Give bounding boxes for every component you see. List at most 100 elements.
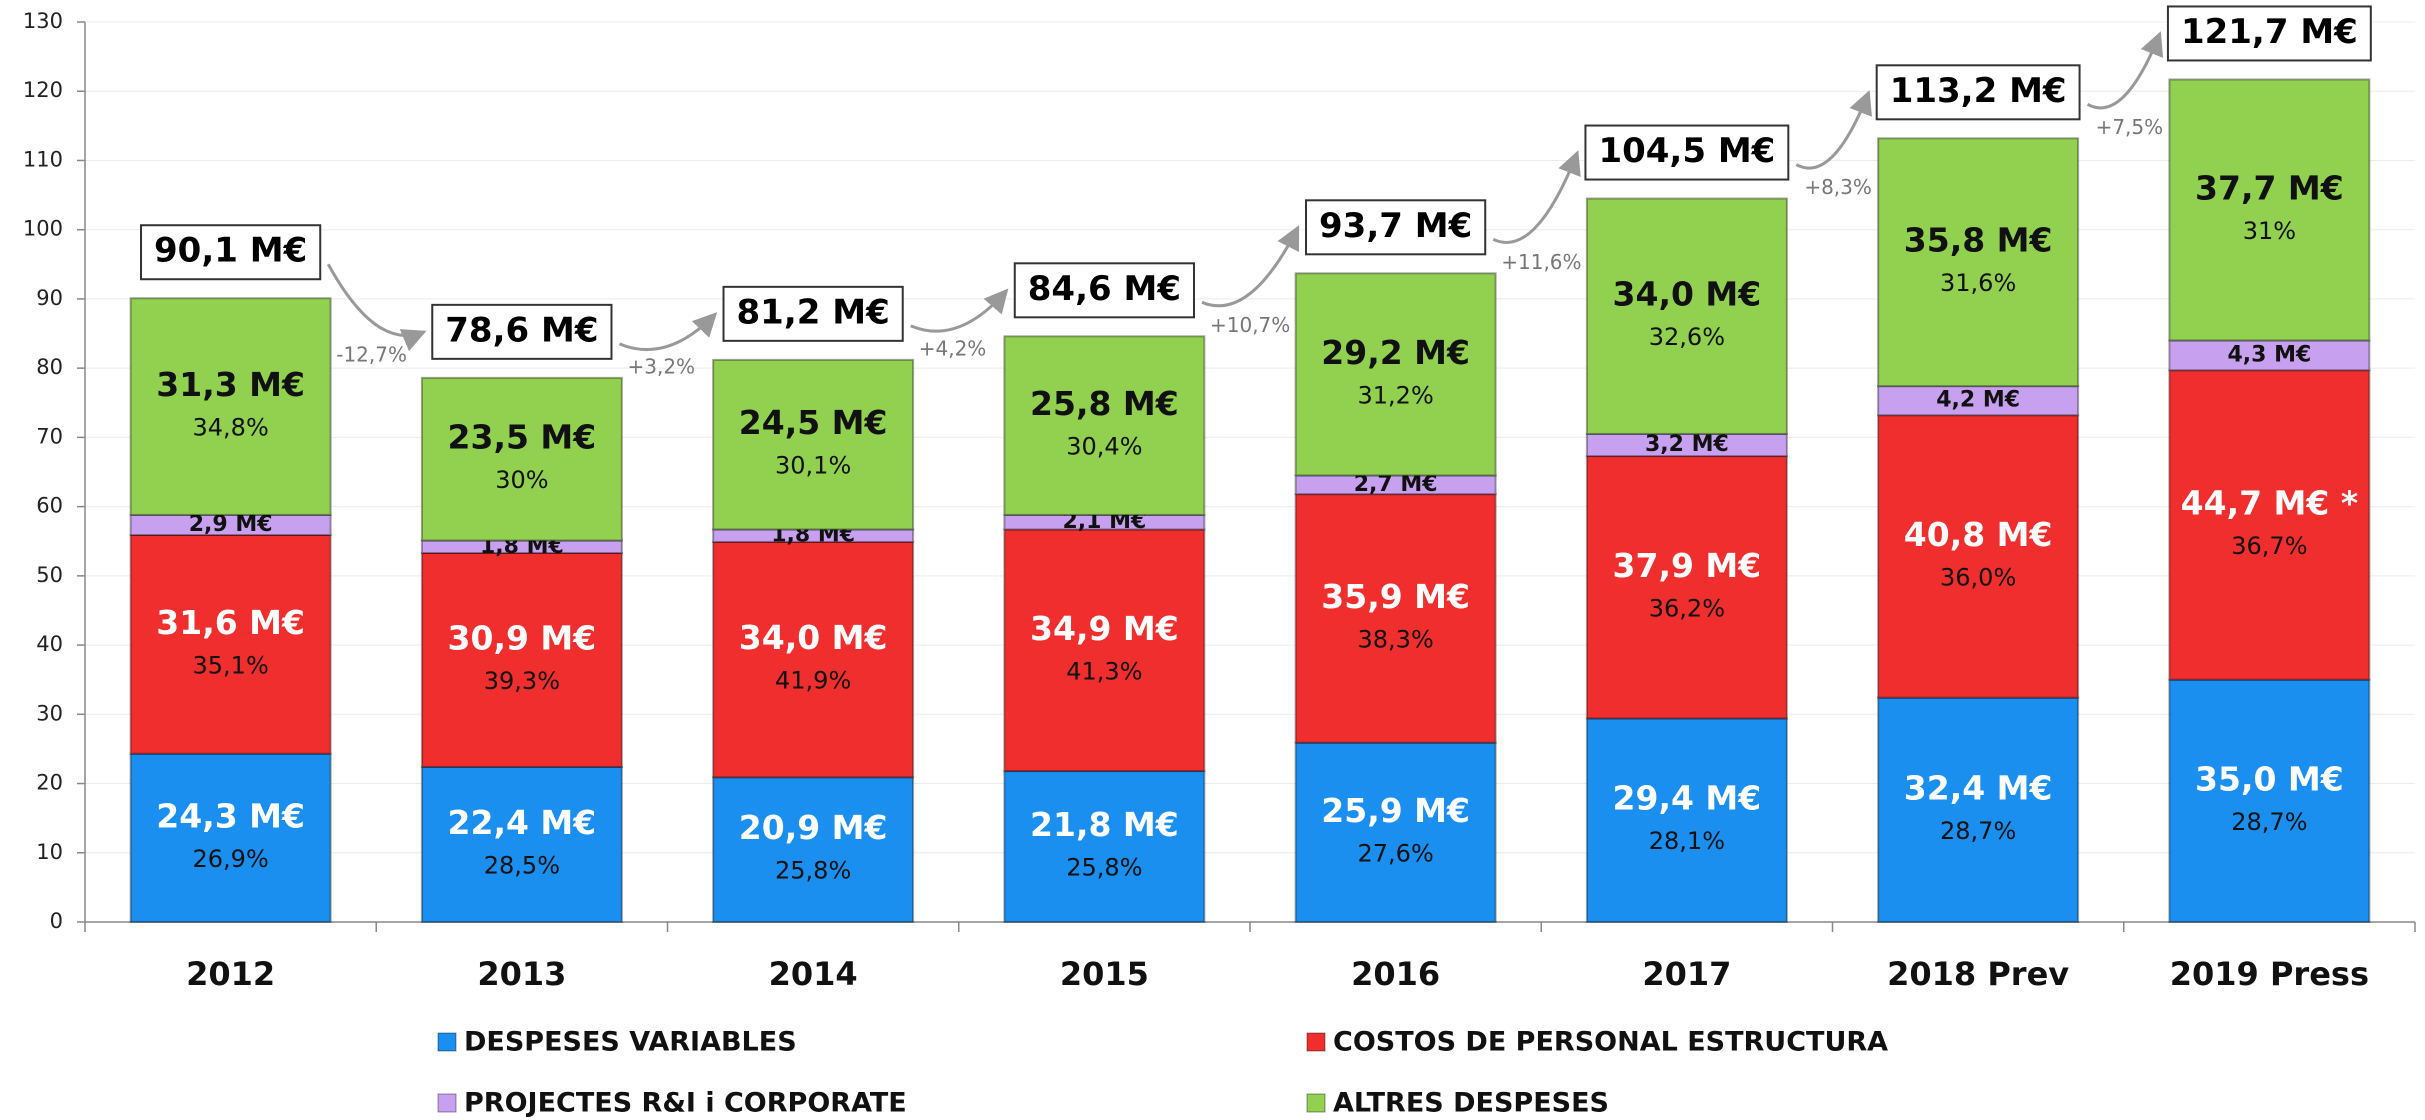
- x-tick-label: 2019 Press: [2170, 955, 2369, 993]
- growth-arrow: [1201, 225, 1300, 308]
- x-tick-label: 2016: [1351, 955, 1440, 993]
- legend-swatch: [437, 1093, 457, 1113]
- growth-label: +11,6%: [1501, 250, 1581, 274]
- value-label: 29,4 M€: [1613, 779, 1762, 818]
- growth-label: +3,2%: [627, 354, 695, 378]
- total-label: 81,2 M€: [737, 292, 890, 332]
- percent-label: 41,3%: [1066, 657, 1142, 685]
- percent-label: 36,7%: [2231, 532, 2307, 560]
- bar-segment: [1877, 696, 2080, 924]
- bar-segment: [1294, 272, 1497, 477]
- y-tick-label: 70: [36, 424, 63, 448]
- growth-label: +10,7%: [1210, 313, 1290, 337]
- value-label: 25,9 M€: [1321, 791, 1470, 830]
- bar-segment: [712, 776, 915, 923]
- percent-label: 30,4%: [1066, 433, 1142, 461]
- value-label: 44,7 M€ *: [2181, 483, 2358, 522]
- value-label: 34,0 M€: [1613, 275, 1762, 314]
- y-tick-label: 50: [36, 563, 63, 587]
- x-tick-label: 2018 Prev: [1887, 955, 2069, 993]
- bar-segment: [2168, 678, 2371, 924]
- bar-segment: [1294, 474, 1497, 496]
- legend-swatch: [1306, 1093, 1326, 1113]
- percent-label: 31%: [2243, 217, 2296, 245]
- percent-label: 27,6%: [1358, 839, 1434, 867]
- growth-arrow: [326, 263, 427, 352]
- value-label: 25,8 M€: [1030, 384, 1179, 423]
- value-label: 31,3 M€: [156, 365, 305, 404]
- bar-segment: [2168, 339, 2371, 372]
- x-tick-label: 2017: [1642, 955, 1731, 993]
- total-label: 78,6 M€: [445, 310, 598, 350]
- x-tick-label: 2014: [769, 955, 858, 993]
- percent-label: 39,3%: [484, 667, 560, 695]
- legend-label: ALTRES DESPESES: [1333, 1088, 1609, 1119]
- legend-label: COSTOS DE PERSONAL ESTRUCTURA: [1333, 1027, 1888, 1058]
- x-tick-label: 2012: [186, 955, 275, 993]
- value-label: 24,3 M€: [156, 796, 305, 835]
- percent-label: 25,8%: [1066, 854, 1142, 882]
- bar-segment: [712, 358, 915, 531]
- bar-segment: [1877, 137, 2080, 388]
- value-label: 35,9 M€: [1321, 577, 1470, 616]
- percent-label: 28,5%: [484, 851, 560, 879]
- total-box: [1305, 199, 1487, 256]
- total-box: [722, 285, 904, 342]
- percent-label: 26,9%: [193, 845, 269, 873]
- value-label: 2,9 M€: [189, 512, 273, 537]
- y-tick-label: 90: [36, 286, 63, 310]
- growth-arrow: [1795, 90, 1872, 170]
- y-tick-label: 0: [50, 909, 63, 933]
- bar-segment: [1877, 385, 2080, 417]
- growth-label: -12,7%: [336, 342, 407, 366]
- x-tick-label: 2015: [1060, 955, 1149, 993]
- value-label: 4,3 M€: [2227, 342, 2311, 367]
- bar-segment: [1003, 770, 1206, 923]
- growth-arrow: [910, 288, 1009, 333]
- bar-segment: [1877, 414, 2080, 699]
- bar-segment: [1294, 493, 1497, 744]
- value-label: 35,8 M€: [1904, 221, 2053, 260]
- value-label: 21,8 M€: [1030, 805, 1179, 844]
- bar-segment: [1003, 335, 1206, 516]
- y-tick-label: 40: [36, 632, 63, 656]
- total-box: [2166, 5, 2372, 62]
- y-tick-label: 30: [36, 701, 63, 725]
- y-tick-label: 60: [36, 494, 63, 518]
- value-label: 29,2 M€: [1321, 333, 1470, 372]
- total-label: 84,6 M€: [1028, 269, 1181, 309]
- total-box: [140, 224, 322, 281]
- percent-label: 36,2%: [1649, 594, 1725, 622]
- value-label: 3,2 M€: [1645, 432, 1729, 457]
- y-tick-label: 80: [36, 355, 63, 379]
- y-tick-label: 130: [23, 9, 63, 33]
- total-label: 113,2 M€: [1890, 71, 2067, 111]
- bar-segment: [129, 297, 332, 516]
- value-label: 40,8 M€: [1904, 515, 2053, 554]
- bar-segment: [420, 765, 623, 924]
- value-label: 22,4 M€: [448, 803, 597, 842]
- total-label: 90,1 M€: [154, 231, 307, 271]
- y-tick-label: 120: [23, 78, 63, 102]
- y-tick-label: 20: [36, 771, 63, 795]
- value-label: 4,2 M€: [1936, 388, 2020, 413]
- growth-arrow: [618, 312, 718, 352]
- value-label: 37,7 M€: [2195, 168, 2344, 207]
- bar-segment: [1003, 528, 1206, 773]
- value-label: 31,6 M€: [156, 603, 305, 642]
- bar-segment: [420, 552, 623, 768]
- value-label: 34,9 M€: [1030, 609, 1179, 648]
- percent-label: 31,2%: [1358, 381, 1434, 409]
- value-label: 37,9 M€: [1613, 546, 1762, 585]
- y-tick-label: 10: [36, 840, 63, 864]
- value-label: 23,5 M€: [448, 418, 597, 457]
- value-label: 20,9 M€: [739, 808, 888, 847]
- growth-label: +8,3%: [1804, 175, 1872, 199]
- percent-label: 36,0%: [1940, 563, 2016, 591]
- percent-label: 38,3%: [1358, 625, 1434, 653]
- bar-segment: [129, 534, 332, 755]
- percent-label: 30,1%: [775, 452, 851, 480]
- value-label: 32,4 M€: [1904, 768, 2053, 807]
